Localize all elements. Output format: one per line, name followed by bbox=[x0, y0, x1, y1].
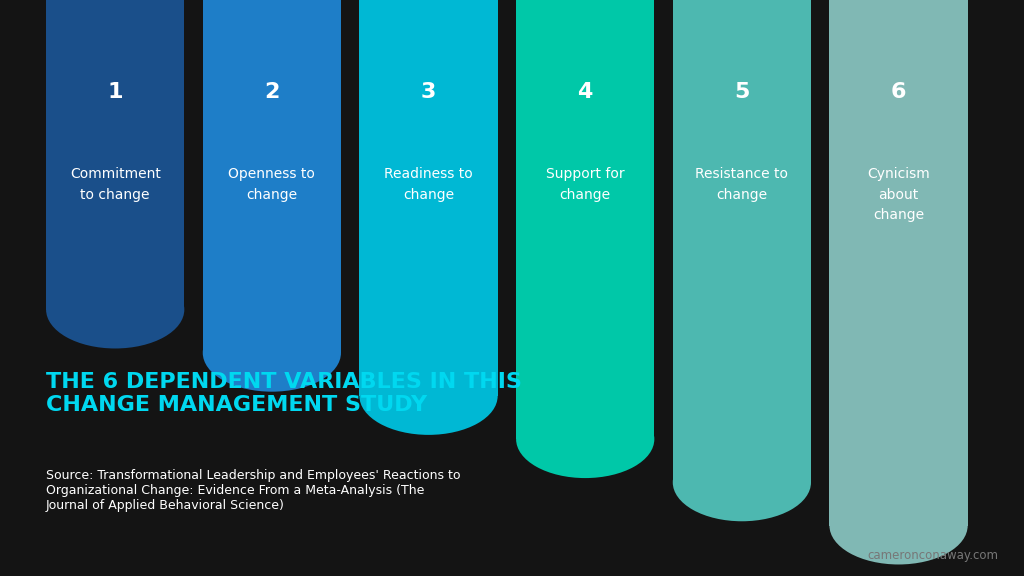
FancyBboxPatch shape bbox=[516, 0, 654, 17]
Text: 4: 4 bbox=[578, 82, 593, 102]
Text: Resistance to
change: Resistance to change bbox=[695, 167, 788, 202]
Text: Cynicism
about
change: Cynicism about change bbox=[867, 167, 930, 222]
Text: 1: 1 bbox=[108, 82, 123, 102]
Text: 5: 5 bbox=[734, 82, 750, 102]
Ellipse shape bbox=[516, 400, 654, 478]
FancyBboxPatch shape bbox=[203, 6, 341, 353]
Text: Commitment
to change: Commitment to change bbox=[70, 167, 161, 202]
Text: cameronconaway.com: cameronconaway.com bbox=[867, 548, 998, 562]
Text: Source: Transformational Leadership and Employees' Reactions to
Organizational C: Source: Transformational Leadership and … bbox=[46, 469, 461, 513]
Text: THE 6 DEPENDENT VARIABLES IN THIS
CHANGE MANAGEMENT STUDY: THE 6 DEPENDENT VARIABLES IN THIS CHANGE… bbox=[46, 372, 522, 415]
Ellipse shape bbox=[359, 357, 498, 435]
Ellipse shape bbox=[673, 444, 811, 521]
FancyBboxPatch shape bbox=[46, 6, 184, 310]
Text: 6: 6 bbox=[891, 82, 906, 102]
Ellipse shape bbox=[46, 271, 184, 348]
FancyBboxPatch shape bbox=[516, 6, 654, 439]
Text: Openness to
change: Openness to change bbox=[228, 167, 315, 202]
Text: 2: 2 bbox=[264, 82, 280, 102]
FancyBboxPatch shape bbox=[203, 0, 341, 17]
FancyBboxPatch shape bbox=[829, 6, 968, 525]
Text: Readiness to
change: Readiness to change bbox=[384, 167, 473, 202]
FancyBboxPatch shape bbox=[359, 0, 498, 17]
Ellipse shape bbox=[829, 487, 968, 564]
FancyBboxPatch shape bbox=[673, 6, 811, 483]
Text: Support for
change: Support for change bbox=[546, 167, 625, 202]
Ellipse shape bbox=[203, 314, 341, 392]
FancyBboxPatch shape bbox=[673, 0, 811, 17]
FancyBboxPatch shape bbox=[829, 0, 968, 17]
FancyBboxPatch shape bbox=[46, 0, 184, 17]
FancyBboxPatch shape bbox=[359, 6, 498, 396]
Text: 3: 3 bbox=[421, 82, 436, 102]
